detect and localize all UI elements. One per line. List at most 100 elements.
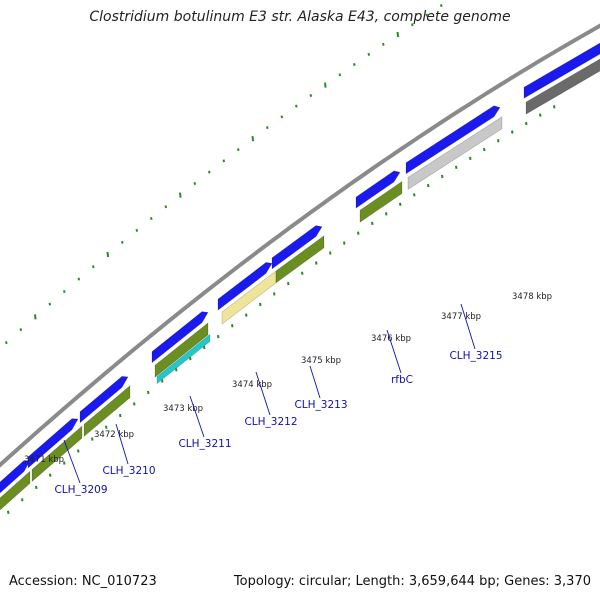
inner-tick — [343, 241, 346, 245]
inner-tick — [385, 212, 388, 216]
outer-tick — [353, 63, 356, 66]
inner-tick — [161, 379, 164, 383]
inner-tick — [301, 271, 304, 275]
kbp-label: 3473 kbp — [163, 404, 203, 414]
outer-tick — [92, 265, 95, 269]
outer-tick — [193, 182, 197, 186]
outer-tick — [367, 52, 371, 56]
reverse-strand-gene — [0, 470, 31, 511]
inner-tick — [399, 202, 402, 206]
gene-label: CLH_3210 — [102, 465, 155, 477]
inner-tick — [511, 130, 514, 134]
gene-label: CLH_3211 — [178, 438, 231, 450]
inner-tick — [455, 165, 458, 169]
inner-tick — [119, 413, 122, 418]
inner-tick — [287, 281, 290, 286]
outer-tick — [280, 115, 284, 119]
outer-tick — [382, 42, 385, 46]
kbp-label: 3471 kbp — [24, 455, 64, 465]
gene-label: CLH_3212 — [244, 416, 297, 428]
genome-summary-text: Topology: circular; Length: 3,659,644 bp… — [233, 574, 591, 589]
reverse-strand-gene — [407, 116, 503, 190]
forward-cds-arrow — [405, 105, 501, 175]
inner-tick — [133, 402, 136, 406]
inner-tick — [273, 292, 276, 296]
inner-tick — [329, 251, 332, 255]
inner-tick — [525, 121, 528, 126]
inner-tick — [245, 313, 248, 317]
outer-tick — [440, 4, 443, 8]
inner-tick — [217, 334, 220, 339]
outer-tick — [135, 228, 139, 232]
inner-tick — [35, 485, 38, 490]
inner-tick — [91, 437, 94, 441]
kbp-label: 3477 kbp — [441, 312, 481, 322]
inner-tick — [231, 324, 234, 328]
inner-tick — [175, 368, 178, 372]
outer-tick — [324, 82, 327, 88]
inner-tick — [469, 156, 472, 161]
reverse-strand-gene — [83, 385, 131, 438]
gene-label: CLH_3209 — [54, 484, 107, 496]
outer-tick — [266, 126, 269, 130]
gene-label: CLH_3215 — [449, 350, 502, 362]
outer-tick — [121, 240, 124, 244]
inner-tick — [77, 449, 80, 453]
forward-cds-arrow — [523, 42, 600, 99]
map-title: Clostridium botulinum E3 str. Alaska E43… — [89, 9, 511, 25]
outer-tick — [251, 135, 255, 142]
outer-tick — [5, 341, 8, 345]
cyan-gene-bar — [156, 333, 211, 385]
outer-tick — [77, 277, 81, 281]
inner-tick — [105, 425, 108, 429]
gene-leader-line — [386, 329, 402, 374]
outer-tick — [338, 73, 342, 77]
inner-tick — [427, 183, 430, 188]
inner-tick — [371, 221, 374, 226]
inner-tick — [189, 356, 192, 361]
inner-tick — [21, 498, 24, 502]
forward-cds-arrow — [355, 170, 401, 209]
gene-leader-line — [63, 439, 81, 484]
forward-cds-arrow — [217, 262, 273, 311]
gene-leader-line — [115, 423, 129, 465]
forward-cds-arrow — [151, 311, 209, 364]
inner-tick — [203, 345, 206, 350]
forward-cds-arrow — [0, 460, 31, 494]
accession-text: Accession: NC_010723 — [9, 574, 157, 589]
inner-tick — [441, 174, 444, 179]
inner-tick — [259, 302, 262, 307]
inner-tick — [539, 113, 542, 117]
inner-tick — [147, 390, 150, 395]
gene-label: rfbC — [391, 374, 413, 386]
outer-tick — [179, 192, 182, 198]
inner-tick — [483, 147, 486, 152]
forward-cds-arrow — [79, 376, 129, 424]
outer-tick — [237, 148, 240, 152]
inner-tick — [63, 461, 66, 465]
reverse-strand-gene — [154, 322, 209, 378]
outer-tick — [150, 217, 153, 220]
inner-tick — [497, 139, 500, 143]
reverse-strand-gene — [31, 425, 83, 483]
outer-tick — [411, 23, 414, 27]
outer-tick — [34, 314, 37, 320]
gene-leader-line — [189, 395, 205, 438]
reverse-strand-gene — [275, 235, 325, 284]
inner-tick — [315, 261, 318, 265]
forward-cds-arrow — [27, 418, 79, 469]
outer-tick — [309, 94, 313, 98]
outer-tick — [164, 205, 168, 209]
kbp-label: 3478 kbp — [512, 292, 552, 302]
outer-tick — [106, 251, 110, 258]
outer-tick — [63, 290, 66, 294]
outer-tick — [396, 31, 400, 38]
forward-cds-arrow — [271, 225, 323, 270]
outer-tick — [295, 104, 298, 108]
outer-tick — [19, 328, 23, 332]
gene-leader-line — [309, 365, 321, 399]
kbp-label: 3472 kbp — [94, 430, 134, 440]
gene-label: CLH_3213 — [294, 399, 347, 411]
kbp-label: 3476 kbp — [371, 334, 411, 344]
outer-tick — [208, 170, 211, 174]
